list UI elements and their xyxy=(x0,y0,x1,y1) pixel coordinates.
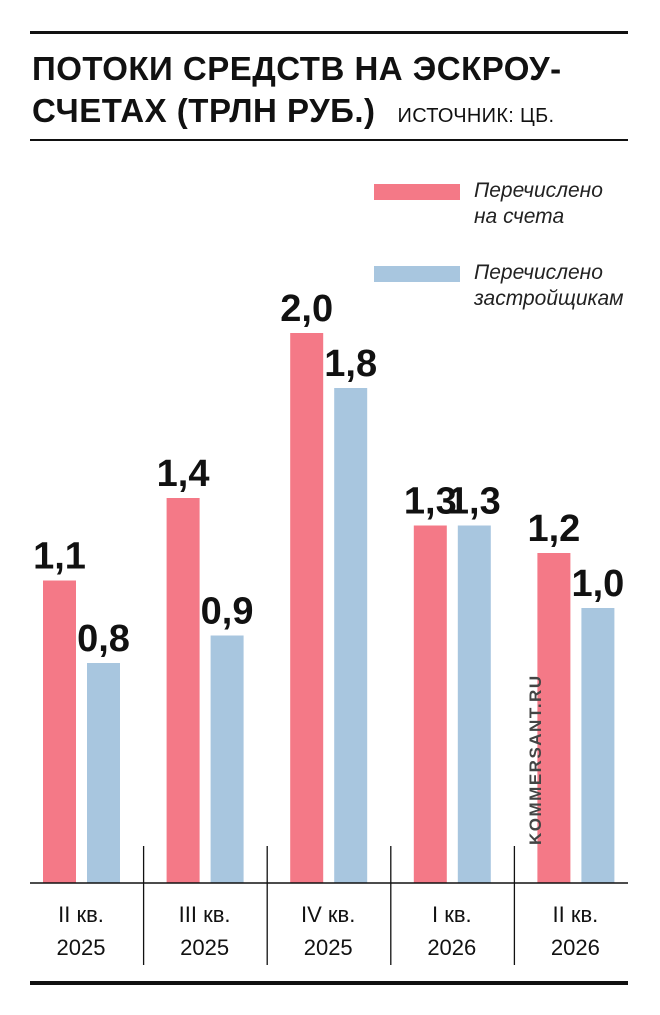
bar-2-4 xyxy=(457,525,491,883)
bar-2-3 xyxy=(334,388,368,883)
category-label-5-line1: II кв. xyxy=(553,902,599,927)
value-label-1-1: 1,1 xyxy=(33,536,86,578)
chart-title: ПОТОКИ СРЕДСТВ НА ЭСКРОУ- СЧЕТАХ (ТРЛН Р… xyxy=(32,48,632,137)
category-label-4-line2: 2026 xyxy=(427,935,476,960)
legend-label-series1: Перечислено на счета xyxy=(474,178,603,230)
value-label-1-3: 2,0 xyxy=(280,288,333,330)
category-label-2-line2: 2025 xyxy=(180,935,229,960)
category-label-3-line2: 2025 xyxy=(304,935,353,960)
value-label-2-3: 1,8 xyxy=(324,343,377,385)
title-rule xyxy=(30,139,628,141)
bar-2-2 xyxy=(210,635,244,883)
legend-swatch-series2 xyxy=(374,266,460,282)
title-line-2: СЧЕТАХ (ТРЛН РУБ.) ИСТОЧНИК: ЦБ. xyxy=(32,90,632,137)
bar-1-5 xyxy=(537,553,571,883)
bar-2-1 xyxy=(87,663,120,883)
legend-series2-line2: застройщикам xyxy=(474,287,624,310)
bottom-rule xyxy=(30,981,628,985)
watermark: KOMMERSANT.RU xyxy=(526,674,545,845)
category-label-1-line1: II кв. xyxy=(58,902,104,927)
source-label: ИСТОЧНИК: ЦБ. xyxy=(397,105,555,127)
legend-label-series2: Перечислено застройщикам xyxy=(474,260,624,312)
bar-1-4 xyxy=(413,525,447,883)
category-label-3-line1: IV кв. xyxy=(301,902,355,927)
value-label-2-2: 0,9 xyxy=(201,591,254,633)
legend-series1-line1: Перечислено xyxy=(474,179,603,202)
title-line-1: ПОТОКИ СРЕДСТВ НА ЭСКРОУ- xyxy=(32,50,562,87)
legend-series1-line2: на счета xyxy=(474,205,565,228)
value-label-2-1: 0,8 xyxy=(77,618,130,660)
value-label-2-5: 1,0 xyxy=(571,563,624,605)
value-label-1-2: 1,4 xyxy=(157,453,210,495)
bar-2-5 xyxy=(581,608,615,883)
bar-1-2 xyxy=(166,498,200,883)
value-label-1-5: 1,2 xyxy=(527,508,580,550)
bar-1-1 xyxy=(43,580,76,883)
category-label-5-line2: 2026 xyxy=(551,935,600,960)
legend-swatch-series1 xyxy=(374,184,460,200)
top-rule xyxy=(30,31,628,34)
category-label-1-line2: 2025 xyxy=(57,935,106,960)
bar-1-3 xyxy=(290,333,324,883)
legend-series2-line1: Перечислено xyxy=(474,261,603,284)
value-label-1-4: 1,3 xyxy=(404,481,457,523)
title-line-2-text: СЧЕТАХ (ТРЛН РУБ.) xyxy=(32,92,376,129)
value-label-2-4: 1,3 xyxy=(448,481,501,523)
category-label-4-line1: I кв. xyxy=(432,902,472,927)
category-label-2-line1: III кв. xyxy=(179,902,231,927)
